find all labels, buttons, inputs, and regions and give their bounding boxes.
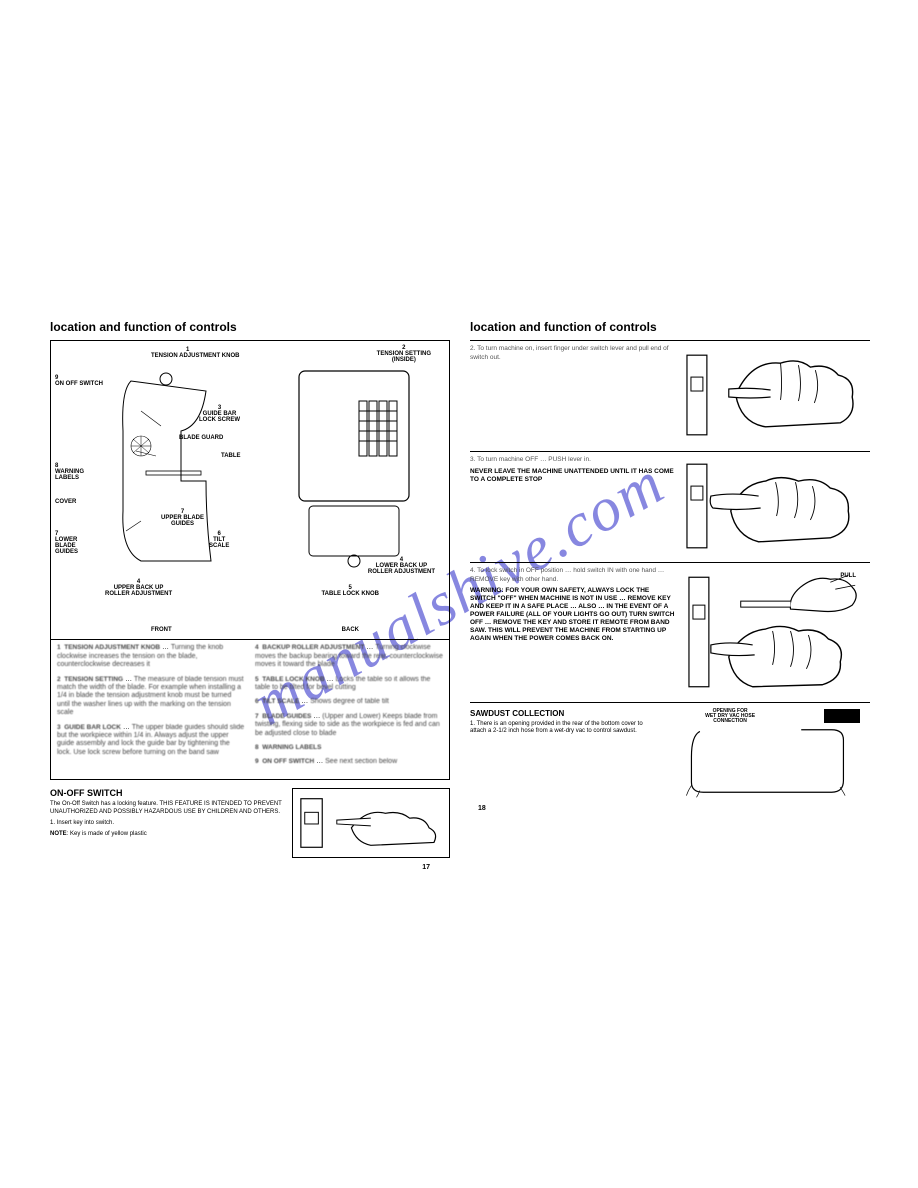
list-item: 4 BACKUP ROLLER ADJUSTMENT … Turning clo… (255, 644, 443, 669)
list-item: 2 TENSION SETTING … The measure of blade… (57, 676, 245, 718)
step-text: 3. To turn machine OFF … PUSH lever in. … (470, 456, 675, 556)
step-text: 2. To turn machine on, insert finger und… (470, 345, 675, 445)
callout-guidebar: 3GUIDE BAR LOCK SCREW (199, 405, 240, 423)
controls-diagram: 1 TENSION ADJUSTMENT KNOB 2TENSION SETTI… (50, 340, 450, 640)
vent-opening (824, 709, 860, 723)
callout-tension-setting: 2TENSION SETTING (INSIDE) (377, 345, 431, 363)
onoff-section: ON-OFF SWITCH The On-Off Switch has a lo… (50, 788, 450, 858)
list-item: 5 TABLE LOCK KNOB … Locks the table so i… (255, 676, 443, 693)
onoff-text: ON-OFF SWITCH The On-Off Switch has a lo… (50, 788, 286, 858)
callout-upper-backup: 4UPPER BACK UP ROLLER ADJUSTMENT (105, 579, 172, 597)
hand-icon (293, 789, 449, 857)
callout-tilt: 6TILT SCALE (209, 531, 229, 549)
sawdust-section: SAWDUST COLLECTION 1. There is an openin… (470, 703, 870, 799)
cover-icon (665, 723, 870, 799)
list-item: 9 ON OFF SWITCH … See next section below (255, 758, 443, 766)
list-item: 1 TENSION ADJUSTMENT KNOB … Turning the … (57, 644, 245, 669)
callout-bladeguard: BLADE GUARD (179, 435, 223, 441)
page-number: 18 (470, 805, 870, 813)
step-lead: 3. To turn machine OFF … PUSH lever in. (470, 456, 675, 464)
onoff-illustration (292, 788, 450, 858)
step-warning: WARNING: FOR YOUR OWN SAFETY, ALWAYS LOC… (470, 587, 675, 643)
list-col-right: 4 BACKUP ROLLER ADJUSTMENT … Turning clo… (255, 644, 443, 772)
step-row: 2. To turn machine on, insert finger und… (470, 340, 870, 452)
hand-icon (681, 345, 870, 445)
callout-warning: 8WARNING LABELS (55, 463, 84, 481)
sawdust-heading: SAWDUST COLLECTION (470, 709, 659, 719)
front-label: FRONT (151, 627, 172, 633)
step-row: 4. To lock switch in OFF position … hold… (470, 563, 870, 703)
list-item: 8 WARNING LABELS (255, 744, 443, 752)
onoff-heading: ON-OFF SWITCH (50, 788, 286, 799)
step-illustration (681, 345, 870, 445)
callout-upper-guides: 7UPPER BLADE GUIDES (161, 509, 204, 527)
step-text: 4. To lock switch in OFF position … hold… (470, 567, 675, 696)
vent-label: OPENING FOR WET DRY VAC HOSE CONNECTION (705, 709, 755, 724)
callout-lower-guides: 7LOWER BLADE GUIDES (55, 531, 78, 555)
page-17: location and function of controls (50, 320, 450, 872)
pull-label: PULL (840, 573, 856, 580)
spread: location and function of controls (50, 320, 870, 872)
step-row: 3. To turn machine OFF … PUSH lever in. … (470, 452, 870, 563)
callout-lower-backup: 4LOWER BACK UP ROLLER ADJUSTMENT (368, 557, 435, 575)
onoff-step1: 1. Insert key into switch. (50, 820, 286, 827)
callout-onoff: 9ON OFF SWITCH (55, 375, 103, 387)
step-warning: NEVER LEAVE THE MACHINE UNATTENDED UNTIL… (470, 468, 674, 483)
step-illustration: PULL (681, 567, 870, 697)
step-illustration (681, 456, 870, 556)
hand-icon (681, 567, 870, 697)
list-item: 3 GUIDE BAR LOCK … The upper blade guide… (57, 724, 245, 758)
back-label: BACK (342, 627, 359, 633)
page-18: location and function of controls 2. To … (470, 320, 870, 872)
page-number: 17 (50, 864, 450, 872)
callout-table: TABLE (221, 453, 241, 459)
list-item: 7 BLADE GUIDES … (Upper and Lower) Keeps… (255, 713, 443, 738)
callout-tension-knob: TENSION ADJUSTMENT KNOB (151, 353, 239, 359)
hand-icon (681, 456, 870, 556)
list-col-left: 1 TENSION ADJUSTMENT KNOB … Turning the … (57, 644, 245, 772)
callout-cover: COVER (55, 499, 76, 505)
onoff-body: The On-Off Switch has a locking feature.… (50, 801, 286, 815)
callout-table-lock: 5TABLE LOCK KNOB (321, 585, 379, 597)
page-title: location and function of controls (50, 320, 450, 334)
controls-list: 1 TENSION ADJUSTMENT KNOB … Turning the … (50, 640, 450, 779)
sawdust-body: 1. There is an opening provided in the r… (470, 721, 659, 735)
sawdust-illustration: OPENING FOR WET DRY VAC HOSE CONNECTION (665, 709, 870, 799)
page-title: location and function of controls (470, 320, 870, 334)
list-item: 6 TILT SCALE … Shows degree of table til… (255, 698, 443, 706)
sawdust-text: SAWDUST COLLECTION 1. There is an openin… (470, 709, 659, 799)
step-lead: 4. To lock switch in OFF position … hold… (470, 567, 675, 583)
step-lead: 2. To turn machine on, insert finger und… (470, 345, 675, 361)
onoff-note: NOTE: Key is made of yellow plastic (50, 831, 286, 838)
machine-back-svg (289, 361, 429, 571)
